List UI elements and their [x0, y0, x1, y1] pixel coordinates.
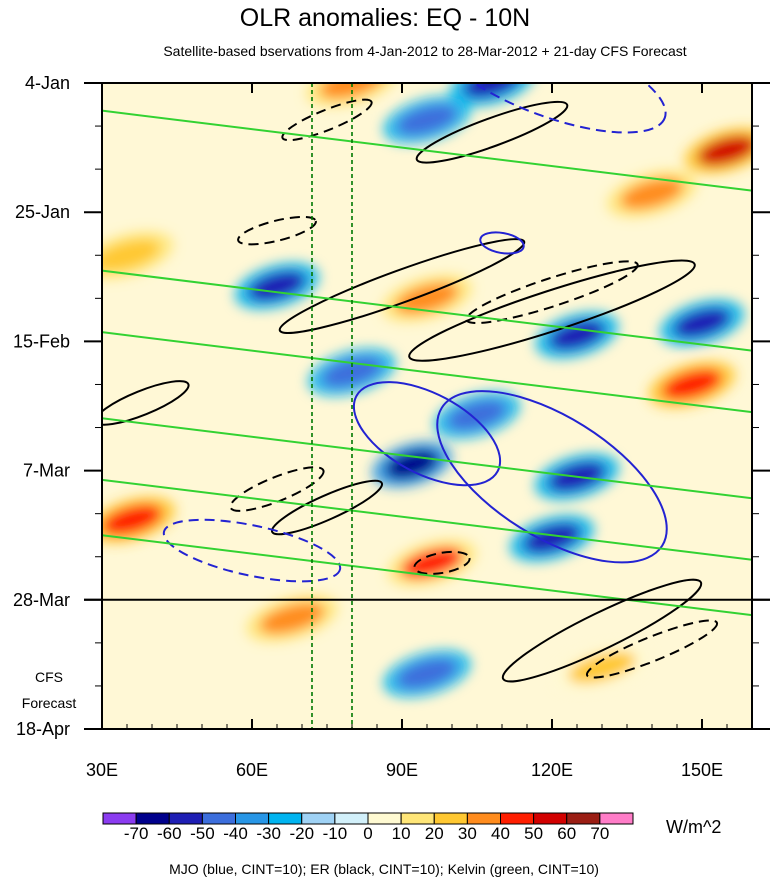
x-tick-label: 120E [531, 760, 573, 780]
y-tick-label: 25-Jan [15, 202, 70, 222]
kelvin-contour [102, 109, 752, 192]
heatmap-cell [661, 369, 723, 400]
er-contour [413, 550, 471, 575]
heatmap-cell [102, 239, 161, 271]
colorbar-label: -70 [124, 824, 149, 843]
colorbar-label: 70 [590, 824, 609, 843]
forecast-label-line1: CFS [35, 669, 63, 685]
er-contour [415, 100, 569, 164]
heatmap-cell [102, 504, 163, 535]
colorbar-swatch [135, 812, 170, 825]
mjo-contour [437, 83, 667, 134]
colorbar-swatch [201, 812, 236, 825]
er-contour [408, 259, 696, 362]
er-contour [102, 380, 190, 426]
x-tick-label: 150E [681, 760, 723, 780]
colorbar-swatch [533, 812, 568, 825]
er-contour [229, 466, 325, 512]
contour-lines [102, 83, 752, 683]
y-tick-label: 4-Jan [25, 73, 70, 93]
heatmap-cell [523, 523, 581, 554]
forecast-label-line2: Forecast [22, 695, 77, 711]
er-contour [237, 215, 317, 246]
colorbar-label: 30 [458, 824, 477, 843]
x-tick-label: 30E [86, 760, 118, 780]
colorbar-label: 40 [491, 824, 510, 843]
er-contour [270, 479, 384, 536]
heatmap-cell [568, 651, 636, 684]
mjo-contour [436, 390, 668, 564]
axes: 30E 60E 90E 120E 150E 4-Jan 25-Jan 15-Feb 7-Mar 2… [13, 73, 770, 780]
colorbar-label: 50 [524, 824, 543, 843]
heatmap-cell [401, 547, 463, 579]
contour-legend-text: MJO (blue, CINT=10); ER (black, CINT=10)… [169, 861, 599, 877]
y-tick-label: 15-Feb [13, 331, 70, 351]
colorbar-swatch [235, 812, 270, 825]
colorbar-label: -60 [157, 824, 182, 843]
heatmap-cell [697, 135, 752, 166]
x-tick-label: 60E [236, 760, 268, 780]
colorbar-swatch [400, 812, 435, 825]
heatmap-cell [396, 658, 458, 689]
colorbar: -70 -60 -50 -40 -30 -20 -10 0 10 20 30 40 50 60 70 [102, 812, 634, 843]
mjo-contour [162, 518, 342, 583]
colorbar-label: -30 [256, 824, 281, 843]
er-contour [501, 578, 703, 683]
colorbar-label: -10 [323, 824, 348, 843]
colorbar-label: -20 [289, 824, 314, 843]
er-contour [465, 260, 639, 325]
colorbar-swatch [102, 812, 137, 825]
colorbar-label: 60 [557, 824, 576, 843]
chart-title: OLR anomalies: EQ - 10N [240, 4, 530, 32]
heatmap-cell [395, 282, 459, 314]
kelvin-contour [102, 417, 752, 500]
x-tick-label: 90E [386, 760, 418, 780]
colorbar-swatch [599, 812, 634, 825]
colorbar-swatch [466, 812, 501, 825]
y-tick-label: 28-Mar [13, 590, 70, 610]
er-contour [281, 98, 373, 142]
colorbar-swatch [301, 812, 336, 825]
heatmap-cell [396, 104, 458, 136]
y-tick-label: 7-Mar [23, 461, 70, 481]
heatmap-cell [319, 83, 385, 99]
er-contour [585, 619, 719, 679]
colorbar-label: 10 [392, 824, 411, 843]
colorbar-swatch [334, 812, 369, 825]
mjo-contour [352, 381, 502, 487]
kelvin-contour [102, 534, 752, 617]
heatmap-cell [463, 83, 521, 98]
colorbar-swatch [566, 812, 601, 825]
kelvin-contour [102, 269, 752, 352]
kelvin-contour [102, 331, 752, 414]
colorbar-label: -50 [190, 824, 215, 843]
heatmap-cell [259, 602, 325, 634]
colorbar-label: 0 [363, 824, 372, 843]
heatmap-cell [673, 307, 731, 338]
colorbar-swatch [168, 812, 203, 825]
plot-area [84, 83, 770, 729]
colorbar-swatch [268, 812, 303, 825]
y-tick-label: 18-Apr [16, 719, 70, 739]
colorbar-label: 20 [425, 824, 444, 843]
heatmap-cell [620, 178, 684, 210]
er-contour [278, 238, 526, 334]
chart-subtitle: Satellite-based bservations from 4-Jan-2… [163, 43, 686, 59]
colorbar-label: -40 [223, 824, 248, 843]
mjo-contour [479, 231, 525, 255]
kelvin-contour [102, 478, 752, 561]
colorbar-swatch [500, 812, 535, 825]
colorbar-unit-label: W/m^2 [666, 817, 721, 837]
colorbar-swatch [433, 812, 468, 825]
colorbar-swatch [367, 812, 402, 825]
